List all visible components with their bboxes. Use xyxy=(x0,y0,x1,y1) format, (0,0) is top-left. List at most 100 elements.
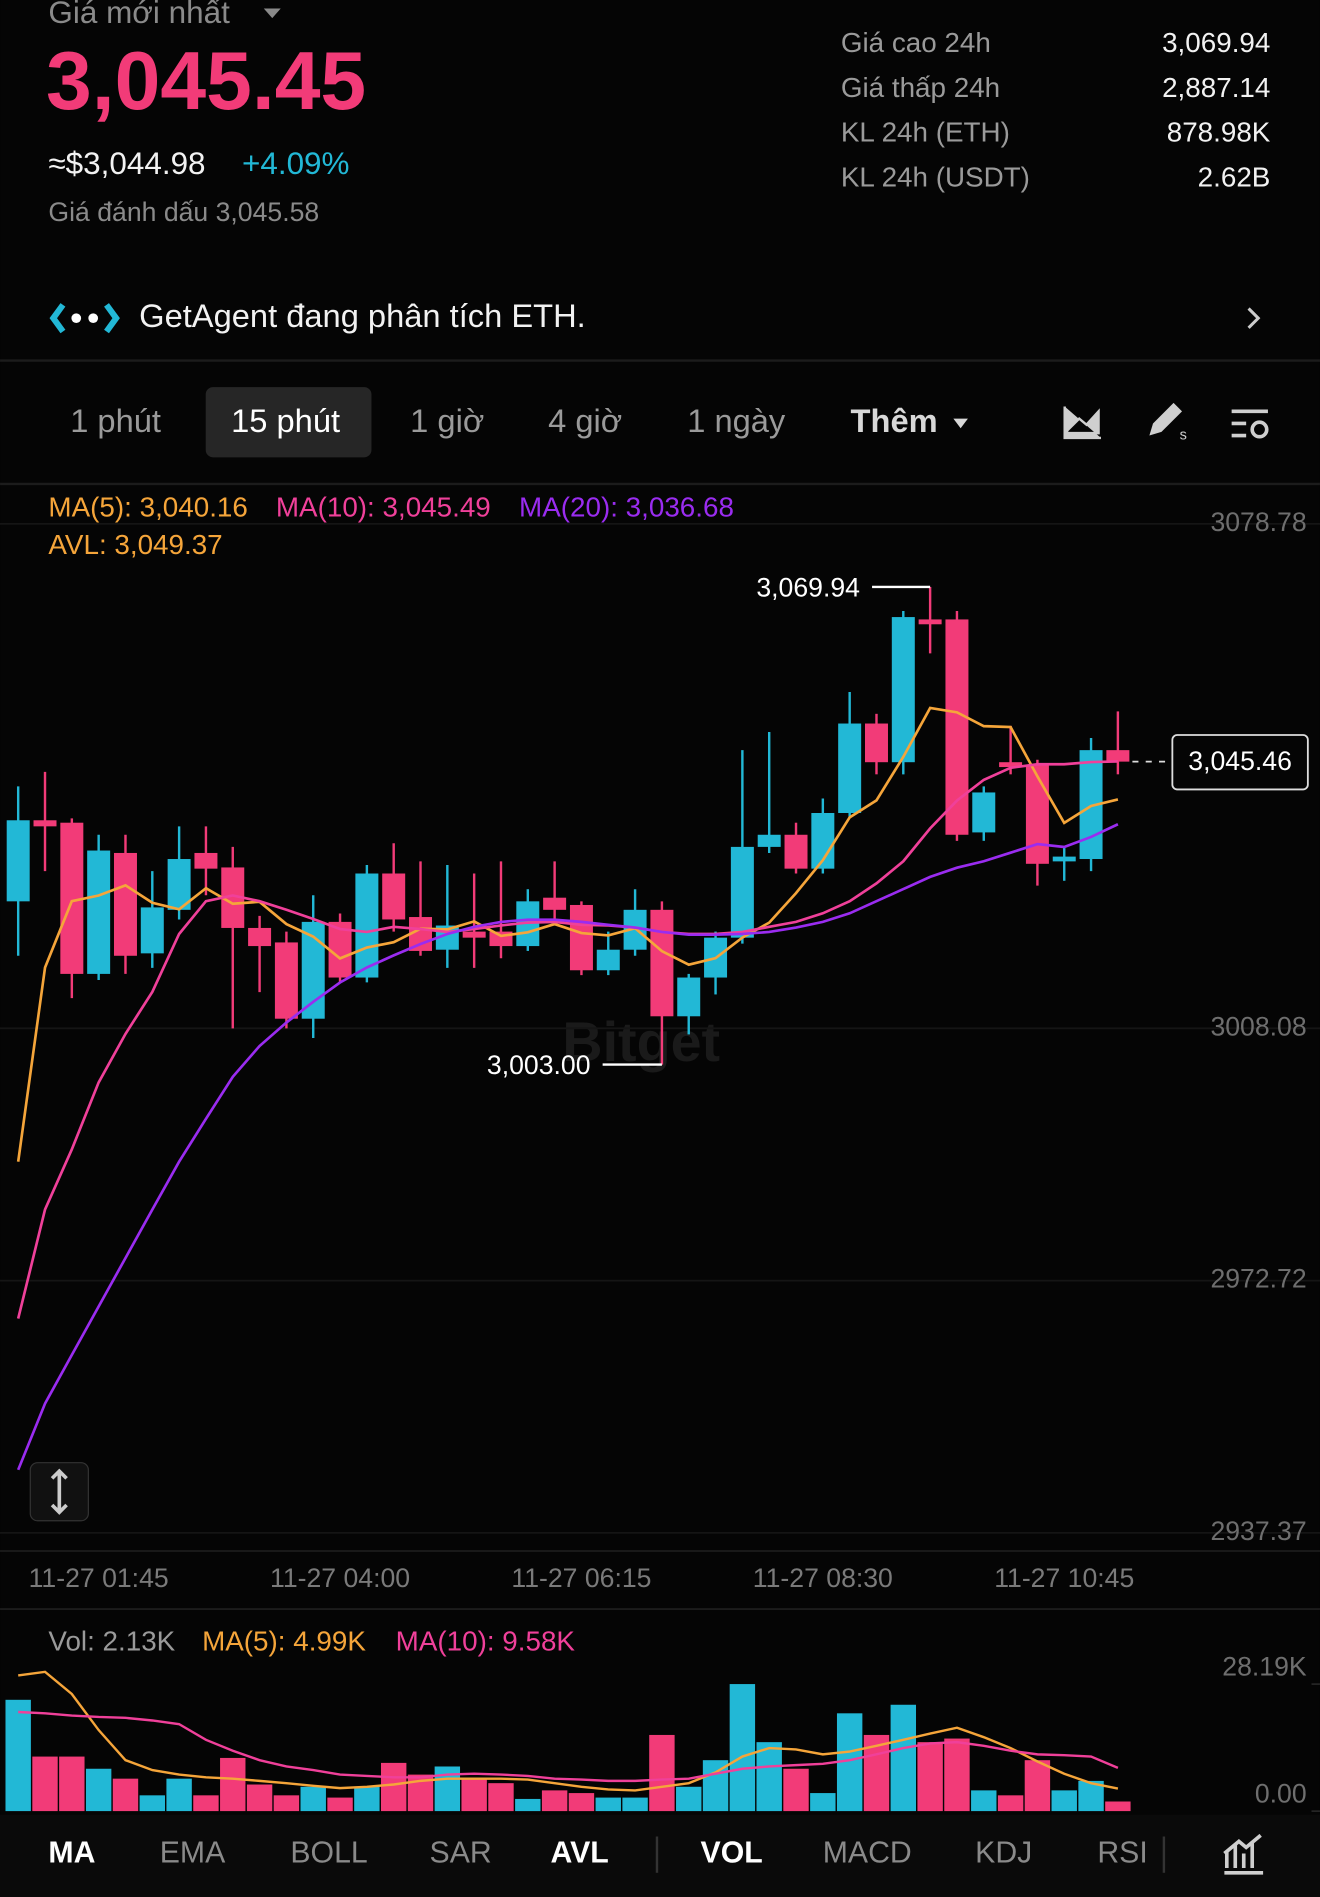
ma-line xyxy=(16,760,1118,1319)
timeframe-tab[interactable]: 15 phút xyxy=(231,402,340,439)
candle-body xyxy=(677,977,701,1017)
indicator-tab[interactable]: KDJ xyxy=(975,1837,1032,1870)
candle-body xyxy=(301,921,325,1019)
candle-body xyxy=(248,927,272,947)
indicator-tab[interactable]: AVL xyxy=(551,1837,609,1870)
legend-entry: MA(20): 3,036.68 xyxy=(519,492,734,523)
volume-ma-line xyxy=(18,1710,1119,1783)
agent-icon xyxy=(88,313,99,324)
avl-label: AVL: 3,049.37 xyxy=(48,529,222,560)
volume-bar xyxy=(112,1778,139,1812)
latest-label[interactable]: Giá mới nhất xyxy=(48,0,230,30)
x-tick-label: 11-27 10:45 xyxy=(994,1563,1134,1593)
volume-bar xyxy=(649,1734,675,1812)
x-tick-label: 11-27 01:45 xyxy=(29,1563,169,1593)
dropdown-caret[interactable] xyxy=(263,8,281,19)
ma-line xyxy=(16,706,1119,1162)
volume-bar xyxy=(488,1783,514,1812)
volume-bar xyxy=(595,1797,621,1812)
stat-value: 3,069.94 xyxy=(1162,27,1270,58)
volume-bar xyxy=(220,1757,246,1812)
volume-bar xyxy=(59,1756,85,1812)
indicator-tab[interactable]: SAR xyxy=(430,1837,492,1870)
indicator-tab[interactable]: VOL xyxy=(701,1837,763,1870)
volume-ma-line xyxy=(18,1670,1119,1792)
agent-banner[interactable]: GetAgent đang phân tích ETH. xyxy=(49,297,1261,334)
chart-type-icon[interactable] xyxy=(1063,406,1101,440)
draw-icon[interactable]: s xyxy=(1180,427,1187,443)
stat-value: 878.98K xyxy=(1167,117,1271,148)
y-tick-label: 2972.72 xyxy=(1210,1264,1306,1294)
candle-body xyxy=(167,859,191,910)
timeframe-tab[interactable]: 1 phút xyxy=(70,402,161,439)
candle-body xyxy=(382,873,406,920)
candle-body xyxy=(274,942,298,1019)
volume-bar xyxy=(541,1790,568,1812)
stat-label: Giá thấp 24h xyxy=(841,72,1000,103)
x-tick-label: 11-27 08:30 xyxy=(753,1563,893,1593)
volume-bar xyxy=(5,1699,31,1812)
timeframe-tab[interactable]: 1 ngày xyxy=(687,402,786,439)
candle-body xyxy=(87,850,111,974)
indicator-tab[interactable]: EMA xyxy=(160,1837,226,1870)
more-button[interactable]: Thêm xyxy=(851,402,938,439)
dropdown-caret[interactable] xyxy=(953,418,968,429)
scale-icon xyxy=(50,1468,68,1515)
candle-body xyxy=(891,617,915,763)
indicator-tab[interactable]: RSI xyxy=(1097,1837,1147,1870)
legend-entry: MA(10): 3,045.49 xyxy=(276,492,491,523)
candle-body xyxy=(462,931,486,938)
settings-icon[interactable] xyxy=(1231,409,1268,438)
volume-bar xyxy=(729,1684,756,1812)
chevron xyxy=(1247,307,1261,329)
volume-bar xyxy=(166,1778,192,1812)
indicator-bar xyxy=(0,1814,1320,1897)
agent-icon xyxy=(71,313,82,324)
volume-bar xyxy=(32,1756,58,1812)
candle-body xyxy=(999,762,1023,768)
volume-bar xyxy=(139,1795,166,1812)
candle-body xyxy=(864,723,888,763)
volume-bar xyxy=(380,1762,407,1812)
indicator-tab[interactable]: BOLL xyxy=(290,1837,367,1870)
candle-body xyxy=(945,619,969,835)
legend-entry: MA(5): 3,040.16 xyxy=(48,492,247,523)
x-tick-label: 11-27 06:15 xyxy=(511,1563,651,1593)
candle-body xyxy=(355,873,379,978)
candle-body xyxy=(194,852,218,869)
volume-bar xyxy=(461,1778,487,1812)
indicator-tabs: MA EMA BOLL SAR AVL VOL MACD KDJ RSI xyxy=(48,1837,1147,1870)
volume-bar xyxy=(300,1786,326,1812)
timeframe-tabs: 1 phút 15 phút 1 giờ 4 giờ 1 ngày xyxy=(70,387,786,458)
volume-bar xyxy=(85,1768,112,1812)
volume-bar xyxy=(273,1795,300,1812)
volume-bar xyxy=(1051,1790,1077,1812)
stat-value: 2.62B xyxy=(1198,161,1271,192)
candle-body xyxy=(730,846,754,938)
x-tick-label: 11-27 04:00 xyxy=(270,1563,410,1593)
indicator-settings-icon[interactable] xyxy=(1223,1833,1264,1875)
timeframe-tab[interactable]: 4 giờ xyxy=(548,402,622,439)
timeframe-tab[interactable]: 1 giờ xyxy=(410,402,484,439)
candle-body xyxy=(1106,750,1130,762)
scale-button[interactable] xyxy=(29,1462,89,1522)
candle-body xyxy=(1025,764,1049,864)
settings-icon[interactable] xyxy=(1250,420,1269,439)
y-tick-label: 0.00 xyxy=(1255,1778,1307,1808)
indicator-tab[interactable]: MACD xyxy=(823,1837,912,1870)
indicator-tab[interactable]: MA xyxy=(48,1837,95,1870)
volume-bar xyxy=(756,1742,782,1812)
agent-icon xyxy=(49,303,66,334)
candle-body xyxy=(33,820,57,827)
candle-body xyxy=(221,867,245,928)
candle-body xyxy=(569,904,593,971)
mark-price: Giá đánh dấu 3,045.58 xyxy=(48,197,319,227)
candle-body xyxy=(811,813,835,869)
banner-text: GetAgent đang phân tích ETH. xyxy=(139,297,586,334)
draw-icon[interactable] xyxy=(1149,402,1183,436)
usd-price: ≈$3,044.98 xyxy=(48,146,205,181)
ma-line xyxy=(16,823,1119,1471)
legend-entry: MA(10): 9.58K xyxy=(396,1625,576,1656)
